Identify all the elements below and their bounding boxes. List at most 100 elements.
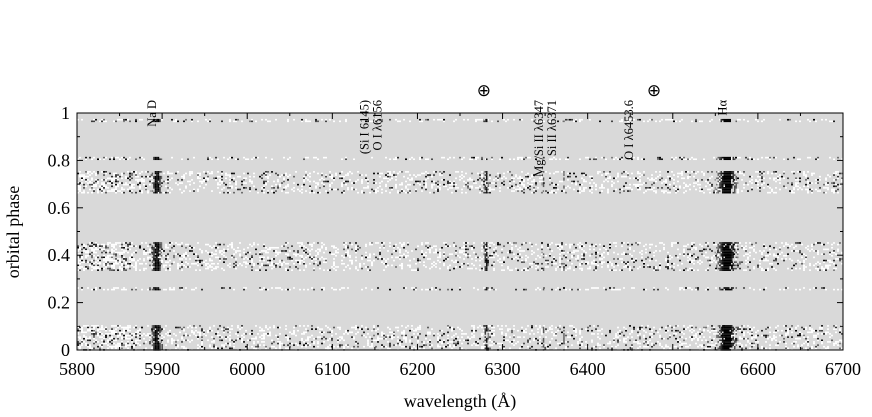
band-noise-light [97,248,99,251]
band-noise-light [201,250,203,252]
band-noise-dark [661,337,663,340]
band-noise-light [601,333,603,335]
band-noise-light [265,175,267,178]
band-noise-light [295,342,297,345]
band-noise-light [599,243,601,246]
band-noise-dark [643,174,645,176]
band-noise-dark [357,248,359,251]
band-noise-light [407,251,409,254]
band-noise-light [689,336,691,338]
band-noise-dark [459,266,461,268]
band-noise-light [427,248,429,251]
band-noise-light [829,341,831,343]
band-noise-light [355,245,357,247]
band-noise-dark [131,345,133,348]
band-noise-light [629,267,631,270]
band-noise-light [639,180,641,183]
band-noise-light [639,175,641,178]
band-noise-light [595,287,597,289]
band-noise-dark [307,344,309,346]
band-noise-light [423,172,425,175]
band-noise-dark [313,288,315,291]
band-noise-dark [193,253,195,255]
band-noise-light [703,336,705,338]
band-noise-dark [761,172,763,175]
band-noise-light [177,262,179,265]
band-noise-light [667,262,669,265]
band-noise-light [391,336,393,338]
band-noise-light [547,266,549,268]
band-noise-light [741,172,743,175]
band-noise-light [347,251,349,254]
band-noise-light [343,287,345,289]
band-noise-light [637,342,639,345]
band-noise-light [325,347,327,350]
band-noise-dark [77,246,79,249]
band-noise-dark [129,333,131,335]
band-noise-light [365,243,367,246]
band-noise-light [659,328,661,330]
band-noise-light [225,177,227,180]
band-noise-dark [629,339,631,342]
band-noise-light [113,325,115,327]
band-noise-light [117,345,119,348]
band-noise-dark [523,342,525,345]
band-noise-dark [259,287,261,289]
band-noise-light [123,183,125,186]
band-noise-dark [637,331,639,334]
band-noise-light [699,344,701,346]
band-noise-dark [799,171,801,173]
band-noise-dark [101,344,103,346]
band-noise-light [645,251,647,254]
band-noise-light [691,331,693,334]
band-noise-light [345,245,347,247]
band-noise-light [831,261,833,263]
band-noise-dark [835,326,837,329]
band-noise-light [111,325,113,327]
band-noise-light [813,334,815,337]
band-noise-dark [589,187,591,189]
band-noise-light [343,347,345,350]
band-noise-dark [541,242,543,244]
band-noise-dark [453,267,455,270]
band-noise-dark [105,245,107,247]
band-noise-light [833,267,835,270]
band-noise-light [111,331,113,334]
band-noise-light [437,333,439,335]
band-noise-dark [175,341,177,343]
band-noise-dark [221,287,223,289]
band-noise-dark [819,269,821,271]
band-noise-dark [305,248,307,251]
band-noise-light [761,345,763,348]
band-noise-light [239,254,241,257]
band-noise-light [477,288,479,291]
band-noise-light [217,175,219,178]
band-noise-light [537,328,539,330]
band-noise-light [197,337,199,340]
band-noise-dark [683,253,685,255]
band-noise-light [275,347,277,350]
band-noise-light [713,337,715,340]
band-noise-light [747,261,749,263]
band-noise-light [235,183,237,186]
band-noise-dark [303,177,305,180]
band-noise-light [645,288,647,291]
band-noise-dark [503,261,505,263]
band-noise-light [803,336,805,338]
band-noise-dark [151,174,153,176]
band-noise-light [303,175,305,178]
band-noise-light [97,341,99,343]
band-noise-dark [357,326,359,329]
band-noise-light [101,183,103,186]
band-noise-light [255,325,257,327]
band-noise-light [269,331,271,334]
band-noise-light [761,334,763,337]
band-noise-dark [389,342,391,345]
band-noise-light [473,334,475,337]
band-noise-dark [167,267,169,270]
band-noise-dark [79,342,81,345]
band-noise-light [637,172,639,175]
band-noise-light [125,261,127,263]
band-noise-light [607,342,609,345]
band-noise-light [629,187,631,189]
